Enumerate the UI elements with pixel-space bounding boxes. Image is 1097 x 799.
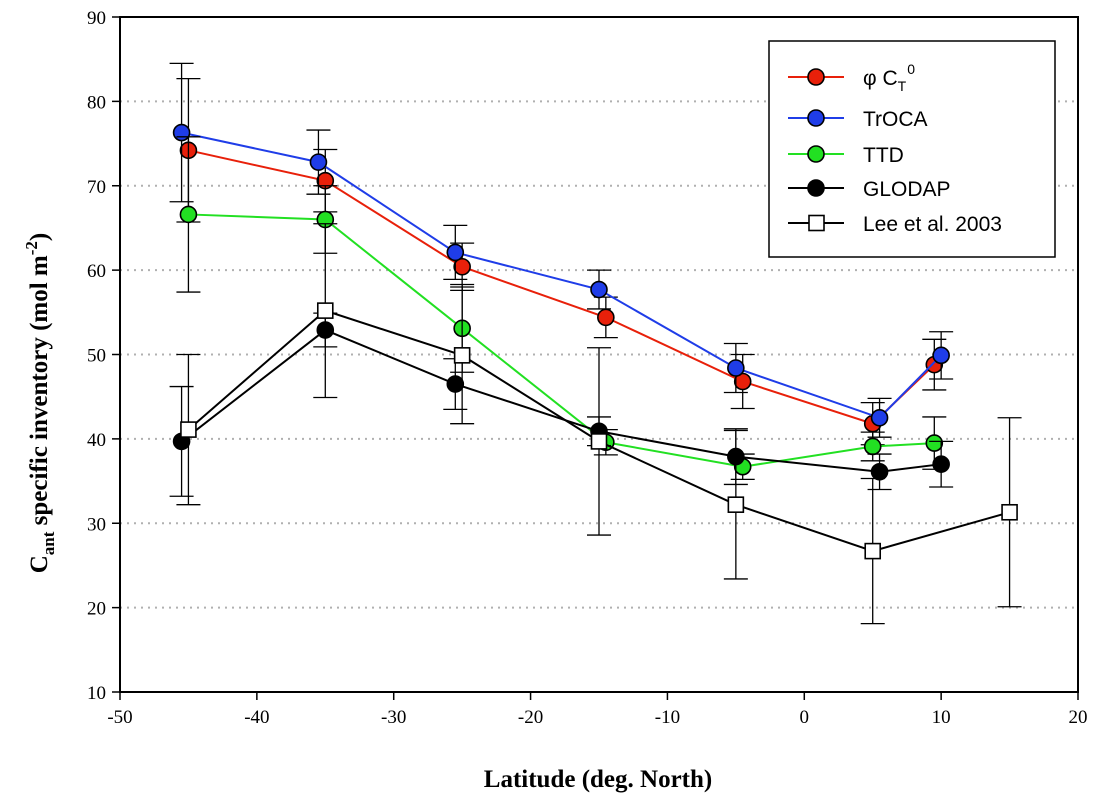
- data-point: [932, 346, 950, 365]
- x-tick-label: -30: [381, 707, 406, 728]
- legend-item-0: φ CT0: [788, 61, 915, 94]
- data-point: [932, 455, 950, 473]
- legend-swatch-marker: [808, 214, 825, 232]
- y-tick-label: 90: [87, 8, 106, 29]
- data-point: [453, 257, 471, 276]
- legend-label: TTD: [863, 144, 904, 167]
- data-point: [727, 359, 745, 377]
- series-3: [169, 312, 954, 497]
- series-layer: [169, 62, 1022, 625]
- data-point: [870, 408, 889, 427]
- legend-swatch-marker: [807, 68, 825, 86]
- data-point: [864, 542, 882, 560]
- x-tick-label: 0: [800, 707, 810, 728]
- legend-swatch-marker: [807, 179, 825, 197]
- legend-swatch-marker: [807, 145, 825, 163]
- legend-label: φ CT0: [863, 61, 915, 94]
- x-tick-label: 20: [1069, 707, 1088, 728]
- x-tick-label: -10: [655, 707, 680, 728]
- x-tick-label: -50: [107, 707, 132, 728]
- data-point: [1001, 503, 1018, 521]
- y-tick-label: 10: [87, 683, 106, 704]
- data-point: [597, 308, 615, 327]
- legend-label: TrOCA: [863, 108, 928, 131]
- data-point: [172, 123, 191, 142]
- data-point: [863, 437, 882, 456]
- series-1: [169, 62, 954, 438]
- x-tick-label: -20: [518, 707, 543, 728]
- series-4: [176, 223, 1022, 625]
- y-axis-title-main: C: [26, 555, 53, 573]
- legend: φ CT0 TrOCA TTD GLODAP Lee et al. 2003: [768, 40, 1056, 258]
- legend-item-4: Lee et al. 2003: [788, 213, 1002, 236]
- y-tick-label: 40: [87, 430, 106, 451]
- x-tick-label: 10: [932, 707, 951, 728]
- y-axis-title: Cant specific inventory (mol m-2): [22, 233, 58, 574]
- data-point: [727, 496, 745, 513]
- x-axis-title: Latitude (deg. North): [484, 766, 712, 793]
- y-axis-title-sup: -2: [22, 241, 41, 255]
- data-point: [870, 462, 889, 481]
- data-point: [453, 347, 471, 364]
- data-point: [180, 421, 197, 438]
- y-tick-label: 50: [87, 346, 106, 367]
- legend-item-3: GLODAP: [788, 178, 951, 201]
- y-tick-label: 80: [87, 92, 106, 113]
- data-point: [446, 243, 465, 262]
- axes: -50 -40 -30 -20 -10 0 10 20 10 20 30 40 50 60 70 80 90: [87, 8, 1088, 728]
- series-0: [176, 77, 947, 446]
- data-point: [590, 433, 608, 450]
- y-axis-title-sub: ant: [39, 531, 58, 555]
- legend-label: GLODAP: [863, 178, 951, 201]
- data-point: [925, 434, 944, 452]
- legend-swatch-marker: [807, 109, 825, 127]
- y-tick-label: 20: [87, 599, 106, 620]
- data-point: [446, 375, 465, 393]
- y-tick-label: 30: [87, 514, 106, 535]
- legend-item-2: TTD: [788, 144, 904, 167]
- y-tick-label: 60: [87, 261, 106, 282]
- x-tick-label: -40: [244, 707, 269, 728]
- data-point: [179, 205, 198, 224]
- y-axis-title-end: ): [26, 233, 53, 241]
- y-axis-title-rest: specific inventory (mol m: [26, 255, 53, 532]
- y-tick-label: 70: [87, 177, 106, 198]
- legend-label: Lee et al. 2003: [863, 213, 1002, 236]
- data-point: [309, 153, 328, 171]
- data-point: [590, 280, 608, 299]
- series-line: [180, 328, 942, 473]
- data-point: [316, 302, 334, 319]
- legend-item-1: TrOCA: [788, 108, 928, 131]
